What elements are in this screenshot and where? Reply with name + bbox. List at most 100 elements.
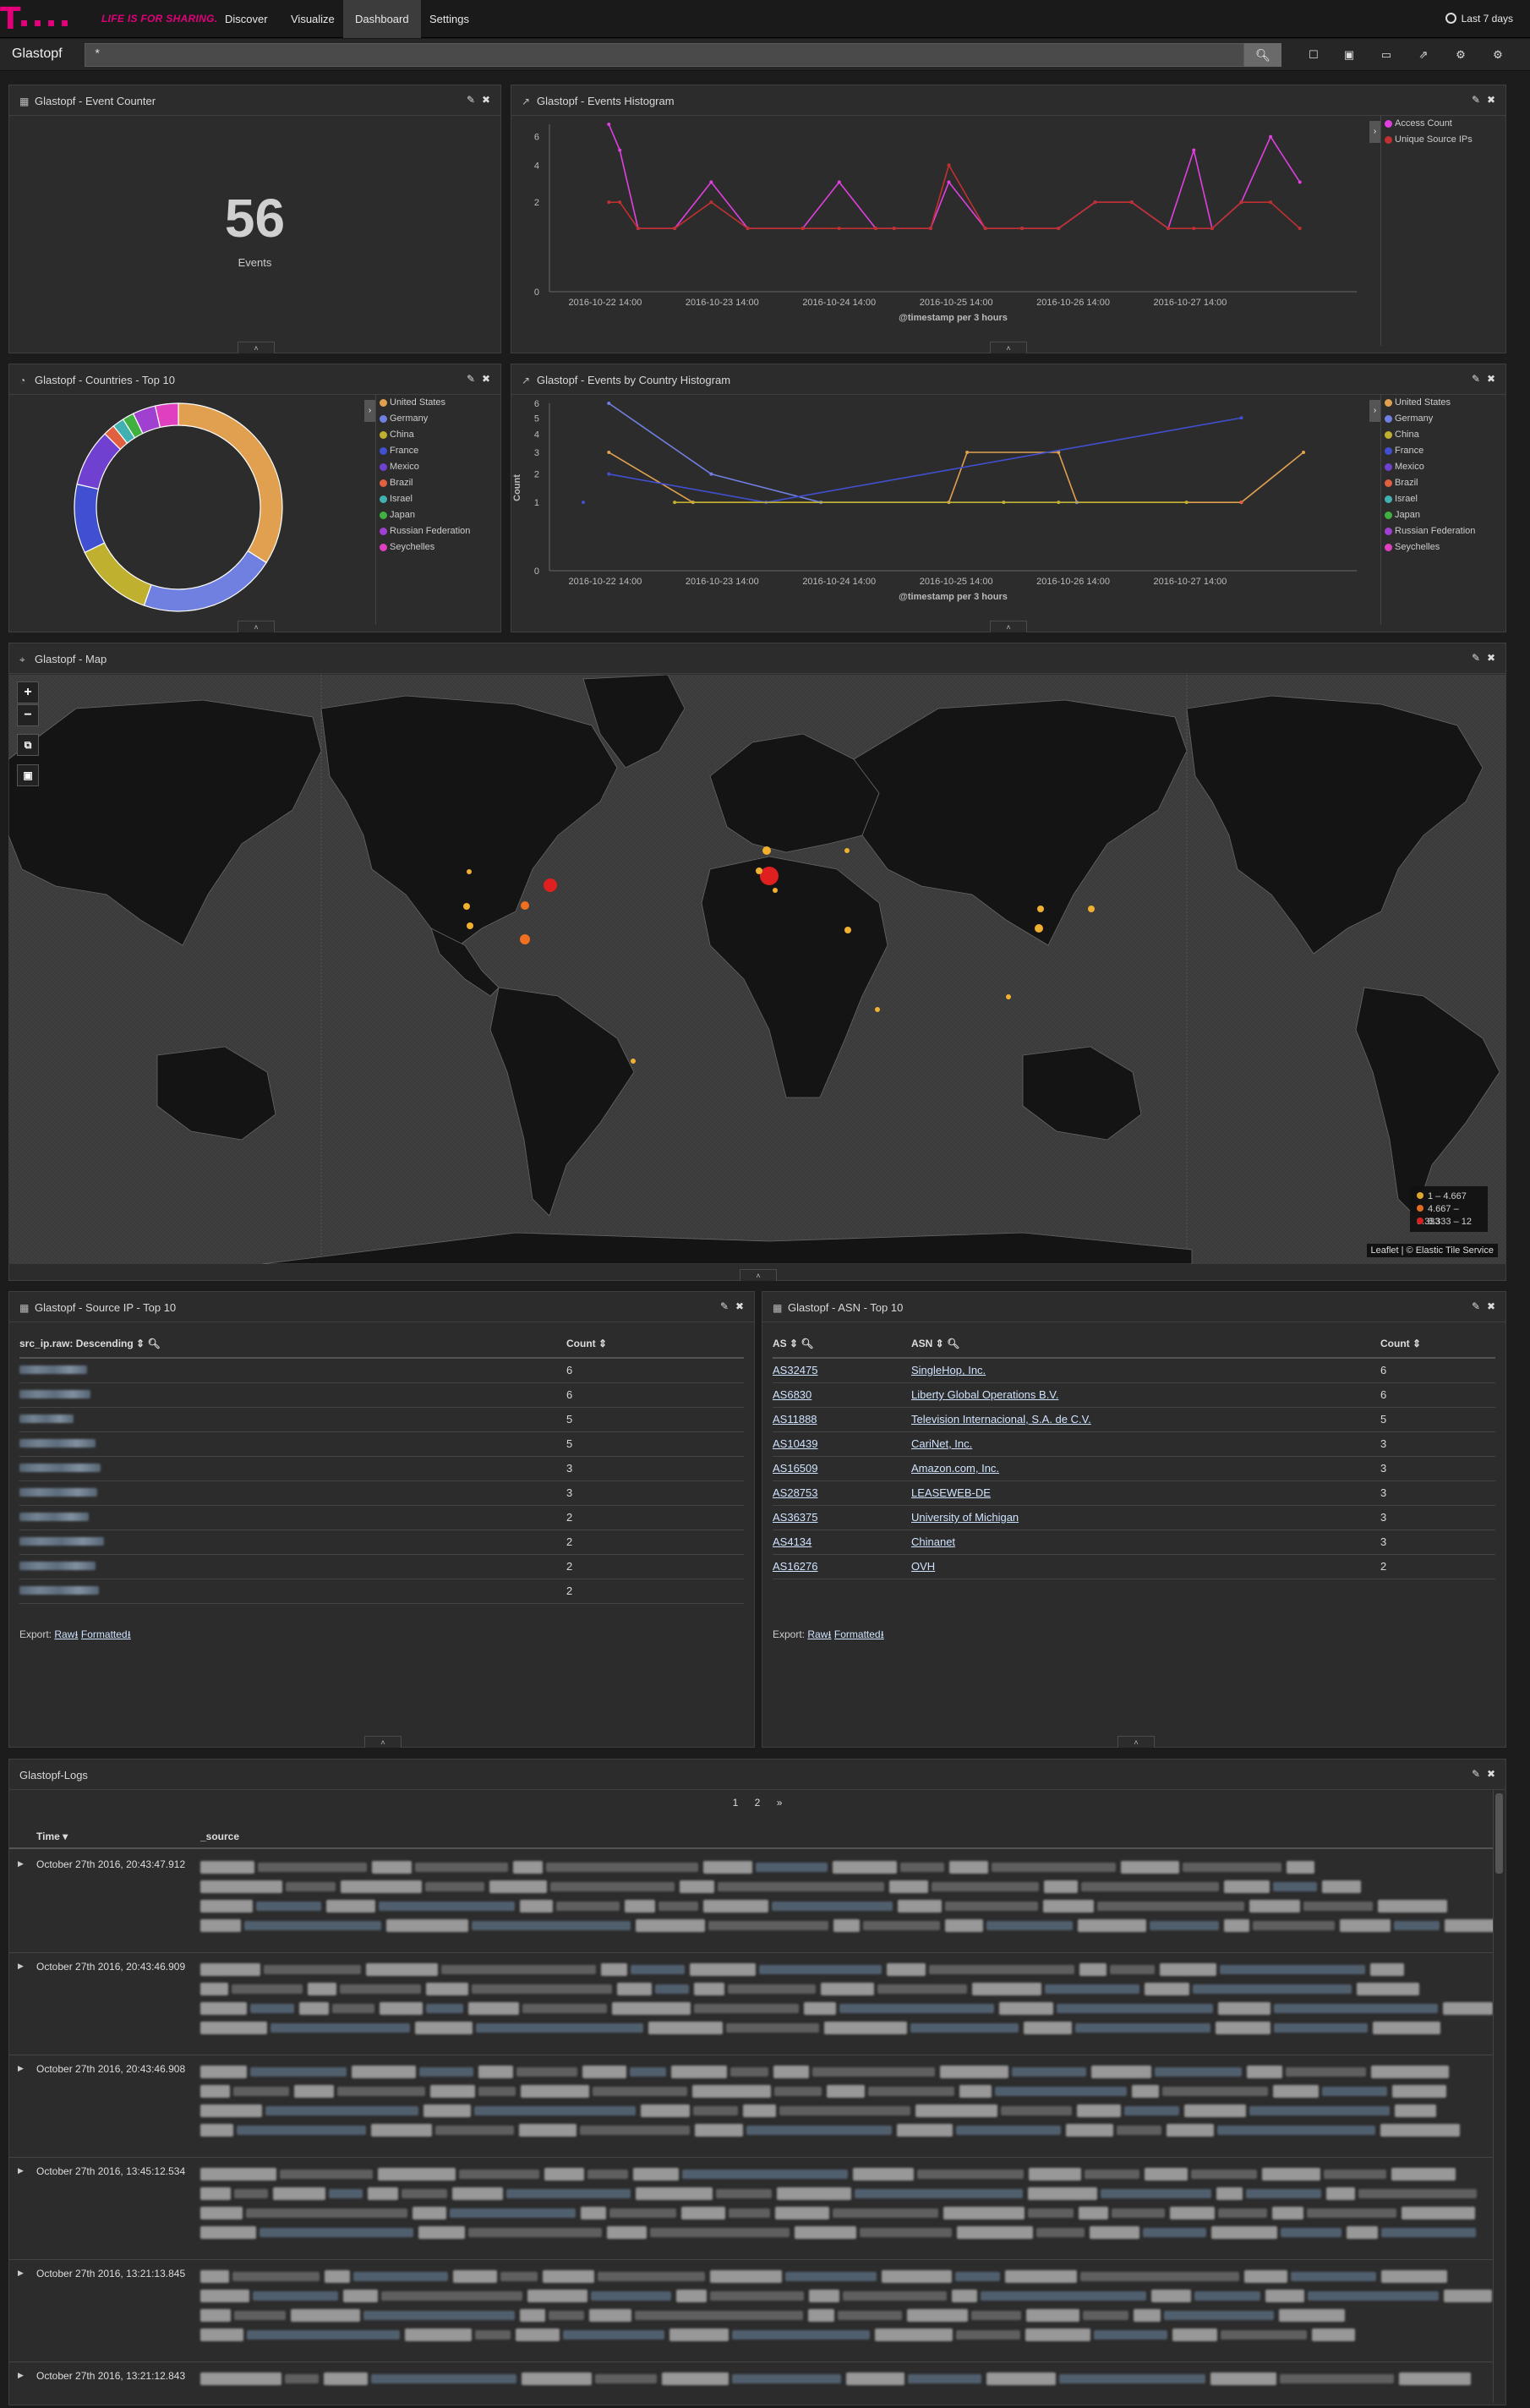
- nav-discover[interactable]: Discover: [225, 13, 268, 25]
- search-button[interactable]: 🔍︎: [1244, 43, 1281, 67]
- collapse-toggle[interactable]: ˄: [990, 342, 1027, 353]
- page-2-link[interactable]: 2: [754, 1797, 761, 1809]
- time-picker[interactable]: Last 7 days: [1445, 0, 1513, 38]
- open-icon[interactable]: ▭: [1380, 48, 1392, 61]
- log-row[interactable]: ▶ October 27th 2016, 13:21:13.845: [9, 2260, 1493, 2362]
- collapse-toggle[interactable]: ˄: [740, 1269, 777, 1281]
- column-header-count[interactable]: Count ⇕: [566, 1336, 744, 1359]
- log-row[interactable]: ▶ October 27th 2016, 20:43:47.912: [9, 1851, 1496, 1953]
- column-header-count[interactable]: Count ⇕: [1380, 1336, 1495, 1359]
- expand-row-icon[interactable]: ▶: [18, 2064, 24, 2072]
- page-1-link[interactable]: 1: [732, 1797, 739, 1809]
- legend-toggle[interactable]: ›: [364, 400, 375, 422]
- legend-item[interactable]: Mexico: [1381, 459, 1505, 475]
- as-link[interactable]: AS11888: [773, 1413, 817, 1426]
- legend-item[interactable]: France: [1381, 443, 1505, 459]
- collapse-toggle[interactable]: ˄: [990, 621, 1027, 632]
- column-header-asn[interactable]: ASN ⇕ 🔍︎: [911, 1336, 1380, 1359]
- export-raw-link[interactable]: Raw: [807, 1628, 828, 1640]
- asn-link[interactable]: OVH: [911, 1560, 936, 1573]
- log-row[interactable]: ▶ October 27th 2016, 13:21:12.843: [9, 2362, 1493, 2405]
- asn-link[interactable]: Amazon.com, Inc.: [911, 1462, 1000, 1475]
- redacted-ip-link[interactable]: [19, 1390, 90, 1398]
- redacted-ip-link[interactable]: [19, 1365, 87, 1375]
- legend-item[interactable]: Russian Federation: [376, 523, 500, 539]
- edit-icon[interactable]: ✎: [1471, 373, 1480, 385]
- log-row[interactable]: ▶ October 27th 2016, 20:43:46.909: [9, 1953, 1493, 2055]
- collapse-toggle[interactable]: ˄: [238, 342, 275, 353]
- asn-link[interactable]: University of Michigan: [911, 1511, 1019, 1524]
- close-icon[interactable]: ✖: [1486, 1300, 1495, 1312]
- nav-settings[interactable]: Settings: [429, 13, 469, 25]
- close-icon[interactable]: ✖: [481, 373, 490, 385]
- redacted-ip-link[interactable]: [19, 1586, 99, 1595]
- legend-item[interactable]: Access Count: [1381, 116, 1505, 132]
- legend-item[interactable]: Seychelles: [376, 539, 500, 555]
- nav-visualize[interactable]: Visualize: [291, 13, 335, 25]
- telekom-logo[interactable]: T: [0, 3, 85, 36]
- redacted-ip-link[interactable]: [19, 1513, 89, 1521]
- expand-row-icon[interactable]: ▶: [18, 2371, 24, 2379]
- edit-icon[interactable]: ✎: [1471, 1768, 1480, 1780]
- legend-item[interactable]: Japan: [1381, 507, 1505, 523]
- fit-bounds-button[interactable]: ⧉: [17, 734, 39, 756]
- close-icon[interactable]: ✖: [481, 94, 490, 106]
- edit-icon[interactable]: ✎: [466, 373, 475, 385]
- legend-item[interactable]: China: [1381, 427, 1505, 443]
- zoom-out-button[interactable]: −: [17, 704, 39, 726]
- world-map[interactable]: + − ⧉ ▣ 1 – 4.667 4.667 – 8.333 8.333 – …: [8, 675, 1506, 1264]
- legend-toggle[interactable]: ›: [1369, 121, 1380, 143]
- asn-link[interactable]: Liberty Global Operations B.V.: [911, 1388, 1059, 1401]
- asn-link[interactable]: CariNet, Inc.: [911, 1437, 973, 1450]
- legend-item[interactable]: United States: [376, 395, 500, 411]
- next-page-link[interactable]: »: [776, 1797, 783, 1809]
- collapse-toggle[interactable]: ˄: [1117, 1736, 1155, 1748]
- export-formatted-link[interactable]: Formatted: [833, 1628, 881, 1640]
- column-header-time[interactable]: Time ▾: [36, 1831, 68, 1842]
- expand-row-icon[interactable]: ▶: [18, 1859, 24, 1868]
- asn-link[interactable]: LEASEWEB-DE: [911, 1486, 991, 1499]
- as-link[interactable]: AS36375: [773, 1511, 818, 1524]
- legend-item[interactable]: Unique Source IPs: [1381, 132, 1505, 148]
- options-icon[interactable]: ⚙: [1456, 48, 1466, 61]
- as-link[interactable]: AS4134: [773, 1535, 812, 1548]
- legend-item[interactable]: Mexico: [376, 459, 500, 475]
- zoom-in-button[interactable]: +: [17, 681, 39, 703]
- as-link[interactable]: AS32475: [773, 1364, 818, 1377]
- collapse-toggle[interactable]: ˄: [364, 1736, 402, 1748]
- redacted-ip-link[interactable]: [19, 1464, 101, 1472]
- settings-icon[interactable]: ⚙: [1493, 48, 1503, 61]
- close-icon[interactable]: ✖: [1486, 373, 1495, 385]
- legend-item[interactable]: Germany: [376, 411, 500, 427]
- legend-item[interactable]: Germany: [1381, 411, 1505, 427]
- redacted-ip-link[interactable]: [19, 1562, 96, 1570]
- new-dashboard-icon[interactable]: ☐: [1309, 48, 1319, 61]
- expand-row-icon[interactable]: ▶: [18, 2166, 24, 2175]
- share-icon[interactable]: ⇗: [1418, 48, 1429, 61]
- legend-item[interactable]: Seychelles: [1381, 539, 1505, 555]
- legend-toggle[interactable]: ›: [1369, 400, 1380, 422]
- edit-icon[interactable]: ✎: [1471, 1300, 1480, 1312]
- export-raw-link[interactable]: Raw: [54, 1628, 75, 1640]
- redacted-ip-link[interactable]: [19, 1415, 74, 1423]
- legend-item[interactable]: Brazil: [1381, 475, 1505, 491]
- legend-item[interactable]: China: [376, 427, 500, 443]
- log-row[interactable]: ▶ October 27th 2016, 13:45:12.534: [9, 2158, 1493, 2260]
- as-link[interactable]: AS28753: [773, 1486, 818, 1499]
- edit-icon[interactable]: ✎: [719, 1300, 729, 1312]
- column-header-src-ip[interactable]: src_ip.raw: Descending ⇕ 🔍︎: [19, 1336, 566, 1359]
- map-attribution[interactable]: Leaflet | © Elastic Tile Service: [1366, 1244, 1498, 1257]
- asn-link[interactable]: SingleHop, Inc.: [911, 1364, 986, 1377]
- legend-item[interactable]: Israel: [376, 491, 500, 507]
- as-link[interactable]: AS10439: [773, 1437, 818, 1450]
- redacted-ip-link[interactable]: [19, 1537, 104, 1546]
- asn-link[interactable]: Television Internacional, S.A. de C.V.: [911, 1413, 1091, 1426]
- redacted-ip-link[interactable]: [19, 1488, 97, 1497]
- close-icon[interactable]: ✖: [1486, 652, 1495, 664]
- draw-rectangle-button[interactable]: ▣: [17, 764, 39, 786]
- logs-scrollbar[interactable]: [1493, 1790, 1504, 2403]
- expand-row-icon[interactable]: ▶: [18, 2268, 24, 2277]
- as-link[interactable]: AS6830: [773, 1388, 812, 1401]
- asn-link[interactable]: Chinanet: [911, 1535, 956, 1548]
- edit-icon[interactable]: ✎: [466, 94, 475, 106]
